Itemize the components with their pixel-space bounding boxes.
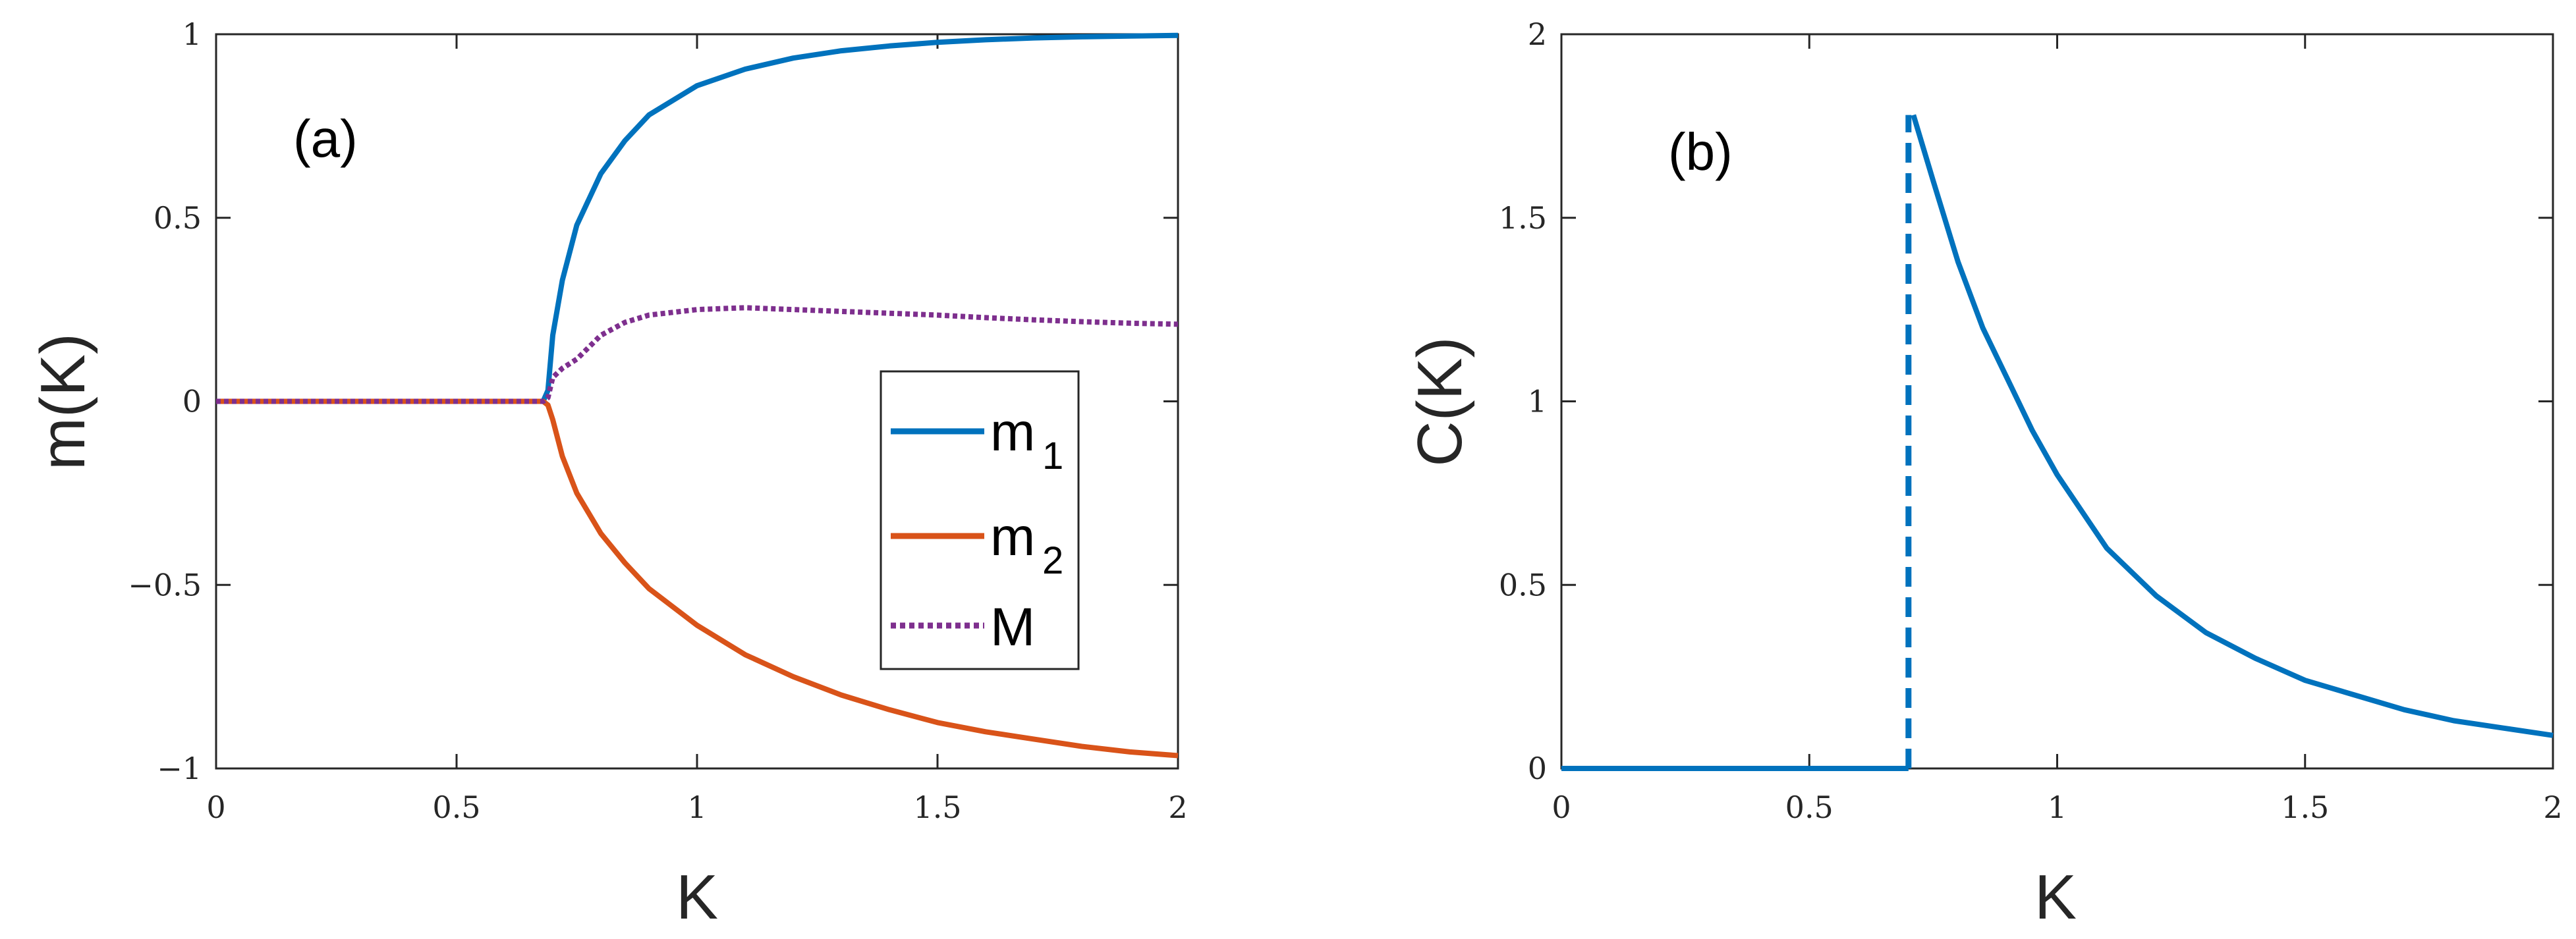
legend-sub-m2: 2 xyxy=(1042,539,1063,582)
panel-a-xlabel: K xyxy=(676,862,718,932)
panel-b-xtick-label: 1.5 xyxy=(2281,790,2329,825)
panel-b-xtick-label: 0.5 xyxy=(1785,790,1834,825)
panel-b: 0 0.5 1 1.5 2 0 0.5 1 1.5 2 (b) K C(K) xyxy=(1405,16,2563,932)
legend-label-M: M xyxy=(990,597,1035,657)
panel-a-xtick-label: 1.5 xyxy=(913,790,961,825)
panel-b-label: (b) xyxy=(1668,122,1733,181)
panel-a-label: (a) xyxy=(293,109,358,168)
panel-a-legend: m 1 m 2 M xyxy=(880,370,1080,670)
panel-a-ylabel: m(K) xyxy=(28,333,98,470)
legend-label-m1: m xyxy=(990,402,1035,462)
panel-b-ytick-label: 1.5 xyxy=(1499,200,1547,236)
legend-entry-m1: m 1 xyxy=(891,402,1063,477)
panel-a: 0 0.5 1 1.5 2 −1 −0.5 0 0.5 1 (a) K m(K) m 1 m 2 … xyxy=(28,16,1188,932)
legend-box xyxy=(880,370,1080,670)
panel-a-series-m xyxy=(216,305,1179,404)
panel-b-ytick-label: 0 xyxy=(1528,751,1547,786)
panel-b-xtick-label: 0 xyxy=(1552,790,1571,825)
panel-b-xtick-label: 1 xyxy=(2048,790,2067,825)
panel-a-ytick-label: −1 xyxy=(157,751,202,786)
panel-a-xtick-label: 0.5 xyxy=(432,790,480,825)
panel-a-xtick-label: 1 xyxy=(687,790,706,825)
panel-b-series-c-decay xyxy=(1911,114,2554,738)
panel-b-series xyxy=(1561,114,2554,771)
panel-a-series xyxy=(216,32,1179,759)
legend-entry-M: M xyxy=(891,597,1035,657)
panel-a-ytick-label: −0.5 xyxy=(128,567,202,603)
panel-a-series-m2 xyxy=(216,398,1179,759)
panel-b-ytick-label: 2 xyxy=(1528,16,1547,52)
panel-b-xtick-label: 2 xyxy=(2543,790,2562,825)
legend-label-m2: m xyxy=(990,507,1035,567)
panel-b-axes-box xyxy=(1560,33,2554,770)
panel-a-xtick-label: 2 xyxy=(1168,790,1187,825)
panel-b-ytick-label: 1 xyxy=(1528,384,1547,419)
panel-b-ytick-label: 0.5 xyxy=(1499,567,1547,603)
panel-a-ytick-label: 0.5 xyxy=(154,200,202,236)
panel-b-ylabel: C(K) xyxy=(1405,336,1475,466)
legend-sub-m1: 1 xyxy=(1042,435,1063,477)
legend-entry-m2: m 2 xyxy=(891,507,1063,582)
panel-a-ticks: 0 0.5 1 1.5 2 −1 −0.5 0 0.5 1 xyxy=(128,16,1187,825)
panel-a-ytick-label: 0 xyxy=(182,384,202,419)
panel-b-ticks: 0 0.5 1 1.5 2 0 0.5 1 1.5 2 xyxy=(1499,16,2563,825)
panel-a-ytick-label: 1 xyxy=(182,16,202,52)
panel-a-series-m1 xyxy=(216,32,1179,404)
panel-a-xtick-label: 0 xyxy=(206,790,225,825)
panel-b-xlabel: K xyxy=(2034,862,2077,932)
